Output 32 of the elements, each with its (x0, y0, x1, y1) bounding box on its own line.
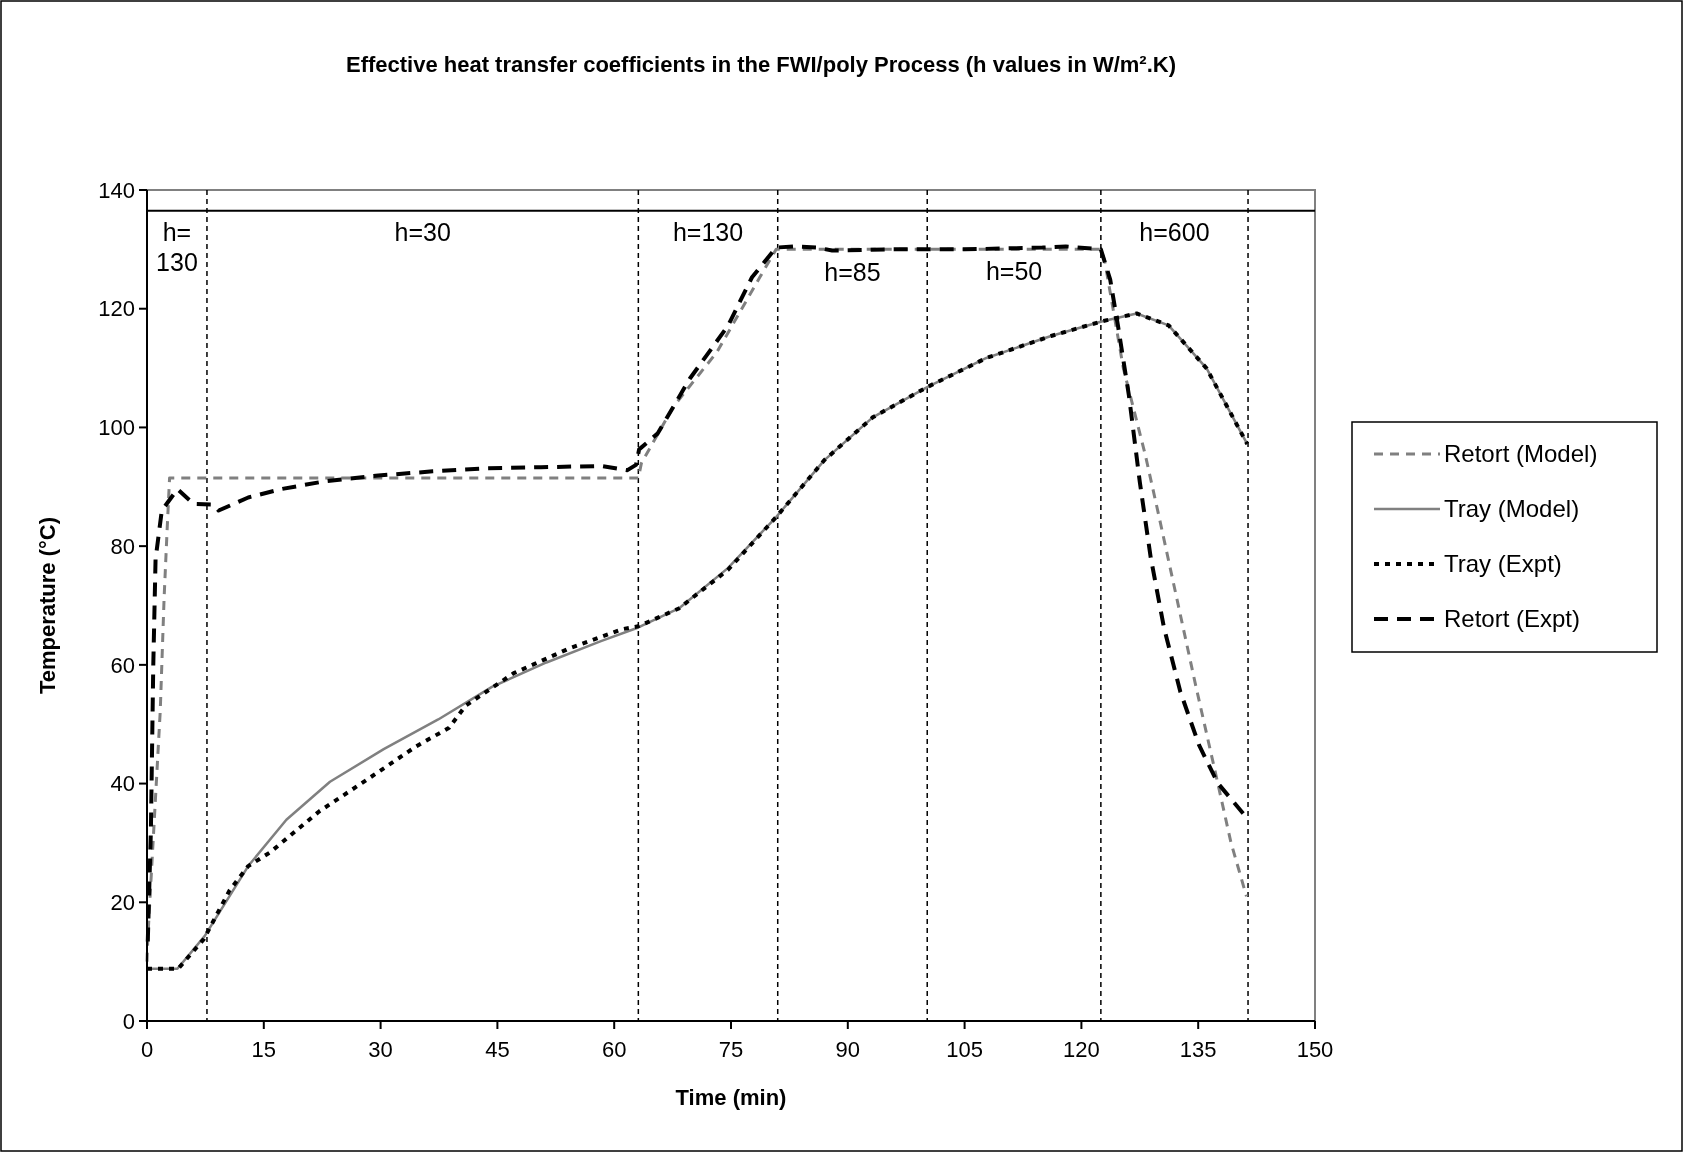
y-axis-title: Temperature (°C) (35, 516, 60, 695)
annotation: h=600 (1139, 217, 1210, 246)
legend-label: Retort (Expt) (1444, 605, 1581, 633)
y-tick-label: 0 (122, 1008, 135, 1034)
y-tick-label: 20 (110, 889, 135, 915)
annotation: h=130 (672, 217, 744, 246)
annotation: h=85 (824, 258, 881, 287)
x-tick-label: 75 (718, 1037, 744, 1062)
chart-title: Effective heat transfer coefficients in the FWI/poly Process (h values in W/m².K) (345, 52, 1177, 77)
annotation: h=30 (394, 217, 451, 246)
legend-label: Retort (Model) (1444, 440, 1598, 468)
x-tick-label: 15 (251, 1037, 277, 1062)
x-tick-label: 150 (1296, 1037, 1334, 1062)
y-tick-label: 140 (98, 177, 135, 203)
x-tick-label: 105 (946, 1037, 983, 1062)
x-tick-label: 90 (835, 1037, 861, 1062)
legend-label: Tray (Model) (1444, 495, 1580, 523)
x-tick-label: 120 (1063, 1037, 1100, 1062)
x-axis-title: Time (min) (675, 1085, 787, 1110)
annotation: h= 130 (156, 217, 198, 276)
annotation: h=50 (985, 256, 1043, 285)
x-tick-label: 60 (601, 1037, 627, 1062)
x-tick-label: 45 (485, 1037, 510, 1062)
y-tick-label: 80 (110, 533, 135, 559)
x-tick-label: 135 (1179, 1037, 1217, 1062)
y-tick-label: 60 (110, 652, 135, 678)
y-tick-label: 40 (110, 771, 135, 797)
y-tick-label: 100 (98, 415, 135, 441)
legend-label: Tray (Expt) (1444, 550, 1562, 578)
y-tick-label: 120 (98, 296, 135, 322)
x-tick-label: 0 (140, 1037, 154, 1062)
x-tick-label: 30 (368, 1037, 393, 1062)
